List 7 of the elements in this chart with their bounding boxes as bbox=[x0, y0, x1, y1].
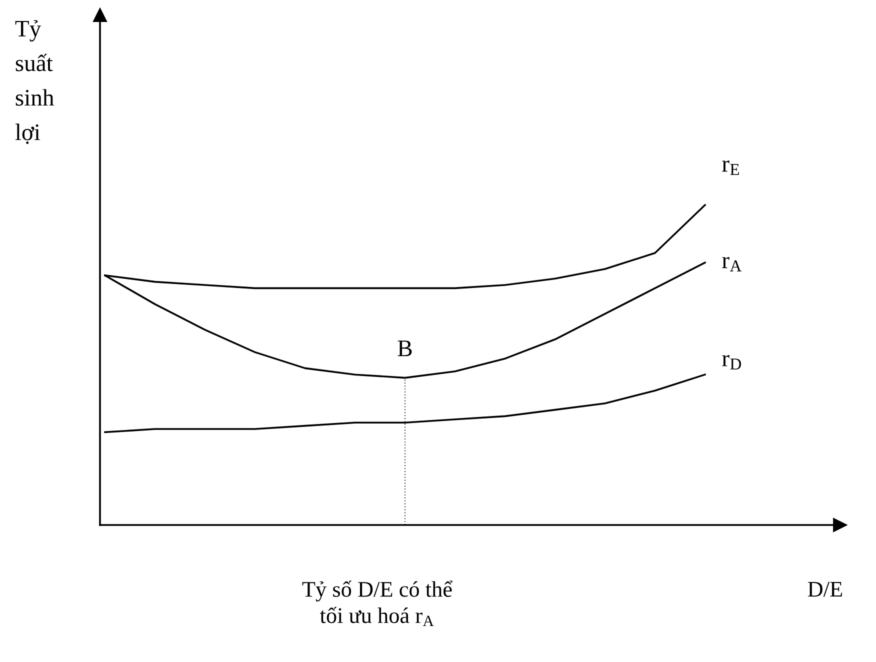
x-axis-title: D/E bbox=[808, 582, 842, 597]
y-axis-title: Tỷ suất sinh lợi bbox=[15, 20, 54, 144]
text: Tỷ số D/E có thể tối ưu hoá r$_{A}$ bbox=[302, 580, 452, 626]
series-label: r$_{A}$ bbox=[722, 256, 742, 272]
series-label: r$_{E}$ bbox=[722, 160, 739, 175]
annotation: B bbox=[398, 340, 412, 356]
series-label: r$_{D}$ bbox=[722, 355, 741, 370]
